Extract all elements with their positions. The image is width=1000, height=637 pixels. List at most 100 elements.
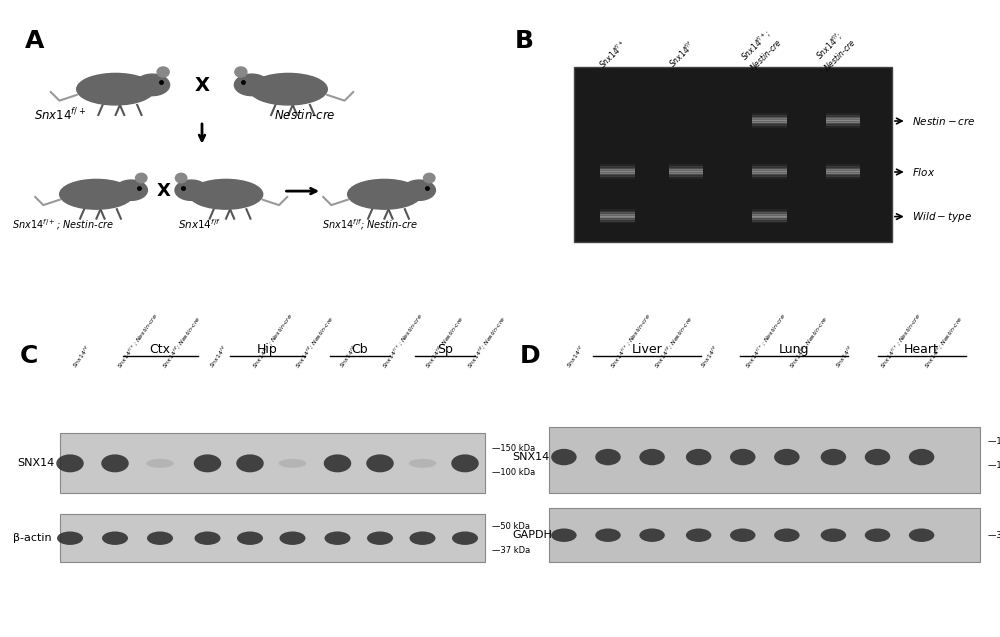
Ellipse shape	[135, 74, 170, 96]
Ellipse shape	[452, 531, 478, 545]
Ellipse shape	[865, 529, 890, 542]
Text: $Snx14^{f/f}$: $Snx14^{f/f}$	[178, 218, 221, 231]
Ellipse shape	[551, 449, 577, 465]
Text: $Snx14^{f/+}$;
$Nestin$-$cre$: $Snx14^{f/+}$; $Nestin$-$cre$	[737, 27, 784, 73]
Text: $Snx14^{f/+}$: $Snx14^{f/+}$	[34, 107, 86, 122]
Text: $Snx14^{f/f}$; $Nestin$-$cre$: $Snx14^{f/f}$; $Nestin$-$cre$	[787, 313, 830, 369]
Text: $Snx14^{f/+}$; $Nestin$-$cre$: $Snx14^{f/+}$; $Nestin$-$cre$	[608, 310, 653, 369]
Bar	[752, 175, 787, 177]
Text: GAPDH: GAPDH	[512, 530, 552, 540]
Bar	[752, 115, 787, 117]
Ellipse shape	[147, 531, 173, 545]
Ellipse shape	[451, 454, 479, 473]
Bar	[669, 171, 703, 174]
Ellipse shape	[865, 449, 890, 465]
Ellipse shape	[280, 531, 306, 545]
Ellipse shape	[551, 529, 577, 542]
Ellipse shape	[366, 454, 394, 473]
Bar	[752, 120, 787, 123]
Ellipse shape	[157, 67, 169, 77]
Text: Lung: Lung	[779, 343, 809, 355]
Text: A: A	[24, 29, 44, 53]
Ellipse shape	[101, 454, 129, 473]
Bar	[826, 175, 860, 177]
Ellipse shape	[410, 531, 436, 545]
Ellipse shape	[279, 459, 306, 468]
Text: $Snx14^{f/f}$: $Snx14^{f/f}$	[208, 343, 230, 370]
Bar	[752, 117, 787, 119]
Bar	[600, 217, 635, 220]
Bar	[600, 166, 635, 168]
Text: $Snx14^{f/f}$: $Snx14^{f/f}$	[338, 343, 360, 370]
Text: Hip: Hip	[257, 343, 278, 355]
Bar	[60, 514, 485, 562]
Text: SNX14: SNX14	[18, 459, 55, 468]
Bar	[669, 169, 703, 172]
Ellipse shape	[234, 74, 269, 96]
Bar	[600, 214, 635, 217]
Bar	[600, 212, 635, 215]
Text: B: B	[515, 29, 534, 53]
Bar	[669, 176, 703, 179]
Text: —150 kDa: —150 kDa	[492, 444, 536, 453]
Bar	[600, 176, 635, 179]
Text: $Snx14^{f/+}$; $Nestin$-$cre$: $Snx14^{f/+}$; $Nestin$-$cre$	[250, 310, 295, 369]
Text: $Snx14^{f/f}$: $Snx14^{f/f}$	[564, 343, 587, 370]
Bar	[600, 173, 635, 175]
Bar	[826, 120, 860, 123]
Ellipse shape	[409, 459, 436, 468]
Ellipse shape	[821, 529, 846, 542]
Bar	[826, 122, 860, 124]
Ellipse shape	[595, 449, 621, 465]
Bar	[549, 508, 980, 562]
Text: Ctx: Ctx	[150, 343, 170, 355]
Text: —37 kDa: —37 kDa	[492, 546, 531, 555]
Text: —150 kDa: —150 kDa	[988, 438, 1000, 447]
Text: $Snx14^{f/+}$: $Snx14^{f/+}$	[597, 38, 630, 71]
Text: $Snx14^{f/+}$; $Nestin$-$cre$: $Snx14^{f/+}$; $Nestin$-$cre$	[878, 310, 923, 369]
Bar	[752, 124, 787, 126]
Bar	[752, 221, 787, 224]
Ellipse shape	[367, 531, 393, 545]
Bar	[669, 166, 703, 168]
Text: $\it{Nestin-cre}$: $\it{Nestin-cre}$	[912, 115, 975, 127]
Bar	[826, 171, 860, 174]
Bar	[600, 221, 635, 224]
Bar	[826, 118, 860, 121]
Ellipse shape	[175, 173, 187, 183]
Bar	[669, 173, 703, 175]
Bar	[669, 164, 703, 167]
Ellipse shape	[774, 529, 800, 542]
Text: Heart: Heart	[904, 343, 939, 355]
Bar	[826, 173, 860, 175]
Bar	[549, 427, 980, 493]
Bar	[60, 433, 485, 493]
Bar	[752, 219, 787, 222]
Text: β-actin: β-actin	[12, 533, 51, 543]
Bar	[600, 209, 635, 211]
Ellipse shape	[237, 531, 263, 545]
Text: $Snx14^{f/+}$; $Nestin$-$cre$: $Snx14^{f/+}$; $Nestin$-$cre$	[115, 310, 160, 369]
Bar	[752, 212, 787, 215]
Bar	[826, 117, 860, 119]
Ellipse shape	[909, 529, 934, 542]
Text: $Snx14^{f/f}$: $Snx14^{f/f}$	[666, 39, 698, 70]
Text: —50 kDa: —50 kDa	[492, 522, 530, 531]
Text: $Snx14^{f/f}$; $Nestin$-$cre$: $Snx14^{f/f}$; $Nestin$-$cre$	[922, 313, 965, 369]
Text: $Snx14^{f/f}$; $Nestin$-$cre$: $Snx14^{f/f}$; $Nestin$-$cre$	[292, 313, 336, 369]
Ellipse shape	[774, 449, 800, 465]
Bar	[826, 124, 860, 126]
Ellipse shape	[595, 529, 621, 542]
Ellipse shape	[730, 529, 755, 542]
Text: Sp: Sp	[437, 343, 453, 355]
Text: $Snx14^{f/f}$;
$Nestin$-$cre$: $Snx14^{f/f}$; $Nestin$-$cre$	[811, 27, 857, 73]
Ellipse shape	[146, 459, 174, 468]
Bar	[752, 210, 787, 213]
Ellipse shape	[403, 180, 435, 201]
Bar	[752, 168, 787, 170]
Bar	[600, 171, 635, 174]
Bar	[752, 209, 787, 211]
Ellipse shape	[102, 531, 128, 545]
Bar	[752, 171, 787, 174]
Bar	[600, 219, 635, 222]
